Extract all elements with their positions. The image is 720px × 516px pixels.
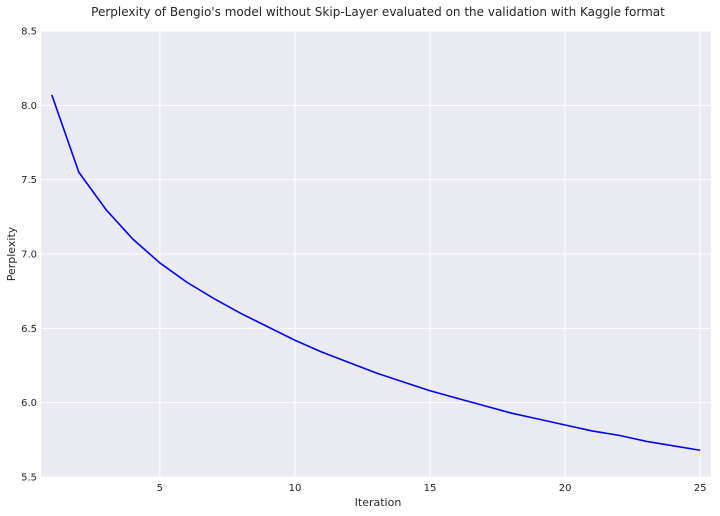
x-tick-label: 10 <box>289 483 302 494</box>
y-tick-label: 5.5 <box>21 473 37 484</box>
x-tick-label: 20 <box>559 483 572 494</box>
x-tick-label: 25 <box>694 483 707 494</box>
y-tick-label: 7.0 <box>21 250 37 261</box>
y-tick-label: 8.0 <box>21 101 37 112</box>
y-tick-label: 8.5 <box>21 27 37 38</box>
series-layer <box>51 94 701 452</box>
x-tick-label: 15 <box>424 483 437 494</box>
x-tick-label: 5 <box>157 483 163 494</box>
y-tick-label: 6.5 <box>21 324 37 335</box>
y-tick-label: 6.0 <box>21 398 37 409</box>
grid-lines <box>41 30 711 478</box>
y-axis-label: Perplexity <box>5 226 18 281</box>
chart-title: Perplexity of Bengio's model without Ski… <box>91 5 665 19</box>
x-axis-label: Iteration <box>355 496 402 509</box>
y-tick-label: 7.5 <box>21 175 37 186</box>
y-tick-labels: 5.5 6.0 6.5 7.0 7.5 8.0 8.5 <box>21 27 37 484</box>
series-line <box>51 94 701 452</box>
x-tick-labels: 5 10 15 20 25 <box>157 483 707 494</box>
